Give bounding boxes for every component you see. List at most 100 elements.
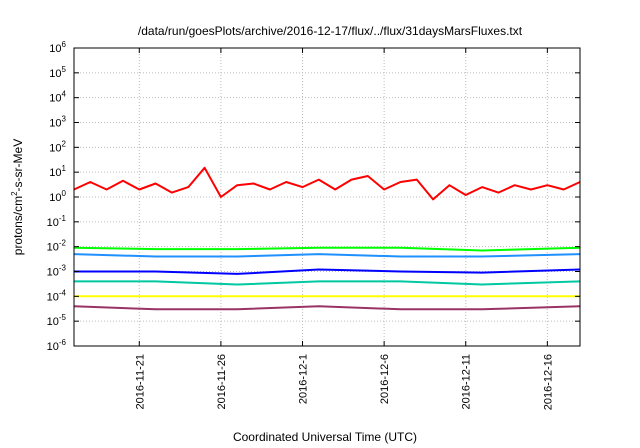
data-point — [318, 179, 320, 181]
data-point — [399, 280, 402, 282]
y-tick-base: 10 — [47, 217, 59, 229]
data-point — [318, 268, 320, 271]
y-tick-base: 10 — [47, 316, 59, 328]
data-point — [122, 180, 124, 182]
data-point — [367, 175, 369, 177]
data-point — [89, 181, 91, 183]
data-point — [334, 188, 336, 191]
data-point — [448, 184, 451, 186]
data-point — [546, 184, 548, 186]
y-tick-label: 100 — [49, 189, 66, 204]
y-tick-label: 102 — [49, 139, 66, 154]
data-point — [171, 192, 173, 194]
data-point — [203, 167, 206, 169]
y-tick-base: 10 — [49, 43, 61, 55]
y-axis-label-sup: 2 — [10, 191, 19, 196]
y-tick-exp: 6 — [62, 40, 67, 49]
x-tick-label: 2016-11-21 — [134, 354, 146, 409]
data-point — [220, 196, 222, 198]
data-point — [236, 295, 238, 297]
data-point — [563, 188, 565, 191]
y-tick-label: 10-2 — [47, 239, 67, 254]
data-point — [285, 181, 287, 183]
data-point — [236, 184, 238, 186]
data-point — [432, 198, 434, 201]
y-axis-label-rest: -s-sr-MeV — [11, 139, 25, 192]
y-axis-label-base: protons/cm — [11, 196, 25, 255]
y-tick-exp: -5 — [59, 313, 67, 322]
series-line-2 — [73, 253, 581, 258]
data-point — [383, 188, 385, 191]
y-tick-label: 104 — [49, 90, 66, 105]
y-tick-label: 106 — [49, 40, 66, 55]
y-tick-exp: 1 — [62, 164, 67, 173]
y-tick-exp: -3 — [59, 264, 67, 273]
y-tick-label: 10-1 — [47, 214, 67, 229]
y-tick-label: 10-3 — [47, 264, 67, 279]
data-point — [187, 186, 189, 188]
data-point — [399, 255, 402, 258]
data-point — [138, 188, 140, 191]
y-tick-exp: 4 — [62, 90, 67, 99]
y-tick-exp: 0 — [62, 189, 67, 198]
y-tick-exp: -6 — [59, 338, 67, 347]
series-line-0 — [73, 166, 581, 201]
data-point — [318, 253, 320, 255]
data-point — [236, 308, 238, 310]
data-point — [481, 249, 483, 252]
data-point — [350, 179, 353, 181]
series-line-6 — [73, 305, 581, 311]
data-point — [399, 247, 402, 249]
data-point — [236, 273, 238, 275]
x-tick-label: 2016-12-6 — [379, 354, 391, 404]
data-point — [106, 188, 108, 191]
data-point — [155, 295, 157, 297]
data-point — [465, 194, 467, 196]
y-tick-base: 10 — [49, 68, 61, 80]
data-point — [252, 182, 255, 185]
data-point — [318, 305, 320, 307]
x-tick-label: 2016-12-1 — [298, 354, 310, 404]
y-tick-base: 10 — [49, 142, 61, 154]
data-point — [481, 272, 483, 274]
y-tick-label: 105 — [49, 65, 66, 80]
chart-title: /data/run/goesPlots/archive/2016-12-17/f… — [138, 24, 523, 38]
data-point — [155, 182, 157, 185]
y-tick-label: 10-4 — [47, 288, 67, 303]
data-point — [236, 283, 238, 286]
series-line-1 — [73, 246, 581, 252]
y-tick-label: 10-6 — [47, 338, 67, 353]
data-point — [155, 248, 157, 250]
data-point — [301, 186, 304, 188]
data-point — [481, 283, 483, 286]
y-tick-label: 101 — [49, 164, 66, 179]
series-group — [73, 166, 581, 311]
y-tick-exp: -1 — [59, 214, 67, 223]
y-tick-base: 10 — [47, 267, 59, 279]
data-point — [318, 247, 320, 249]
data-point — [481, 308, 483, 310]
y-tick-base: 10 — [49, 118, 61, 130]
data-point — [155, 308, 157, 310]
data-point — [155, 280, 157, 282]
y-tick-base: 10 — [47, 341, 59, 353]
x-tick-label: 2016-12-16 — [542, 354, 554, 410]
y-tick-exp: 2 — [62, 139, 67, 148]
data-point — [318, 280, 320, 282]
y-tick-base: 10 — [47, 291, 59, 303]
data-point — [416, 179, 418, 181]
y-tick-label: 10-5 — [47, 313, 67, 328]
y-tick-exp: 3 — [62, 115, 67, 124]
data-point — [155, 255, 157, 258]
data-point — [399, 295, 402, 297]
data-point — [399, 308, 402, 310]
data-point — [481, 295, 483, 297]
y-tick-base: 10 — [49, 192, 61, 204]
y-tick-exp: 5 — [62, 65, 67, 74]
y-tick-exp: -2 — [59, 239, 67, 248]
data-point — [530, 188, 532, 191]
data-point — [318, 295, 320, 297]
y-axis-label: protons/cm2-s-sr-MeV — [10, 139, 25, 255]
data-point — [481, 186, 483, 188]
